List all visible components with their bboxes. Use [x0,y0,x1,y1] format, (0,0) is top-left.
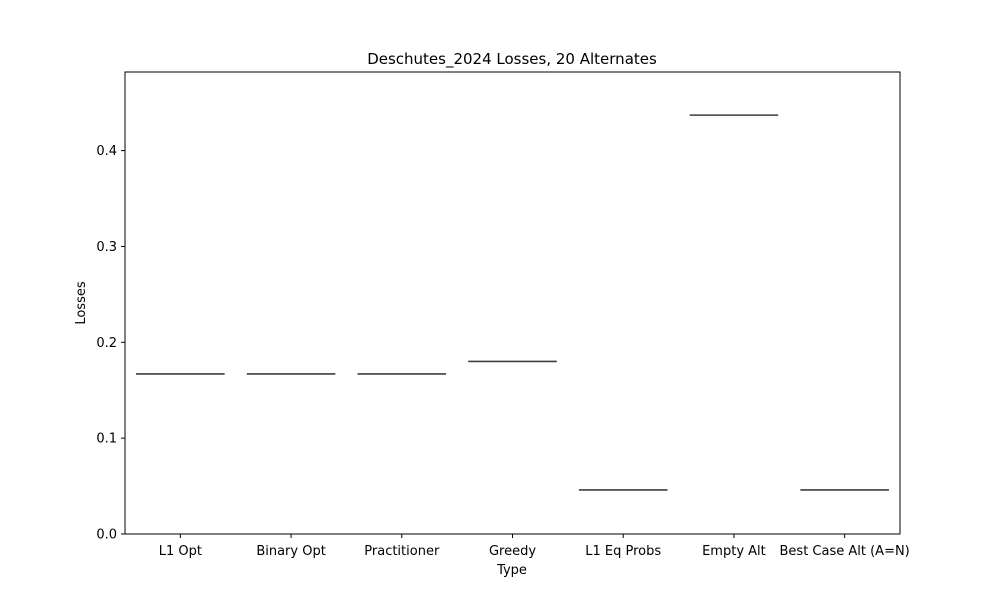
x-axis-label: Type [496,563,527,578]
y-tick-label: 0.3 [96,240,117,255]
x-tick-label: Binary Opt [256,544,326,559]
x-tick-label: L1 Eq Probs [585,544,661,559]
y-tick-label: 0.4 [96,144,117,159]
x-tick-label: Greedy [489,544,536,559]
x-tick-label: L1 Opt [159,544,202,559]
x-tick-label: Practitioner [364,544,440,559]
x-tick-label: Best Case Alt (A=N) [780,544,910,559]
axes-frame [124,71,901,535]
x-tick-label: Empty Alt [702,544,766,559]
plot-area: 0.0 0.1 0.2 0.3 0.4 L1 Opt Binary Opt Practitio… [96,71,910,559]
chart-title: Deschutes_2024 Losses, 20 Alternates [367,50,657,69]
y-tick-label: 0.0 [96,528,117,543]
y-tick-label: 0.2 [96,336,117,351]
y-axis-label: Losses [74,281,89,325]
y-tick-label: 0.1 [96,432,117,447]
